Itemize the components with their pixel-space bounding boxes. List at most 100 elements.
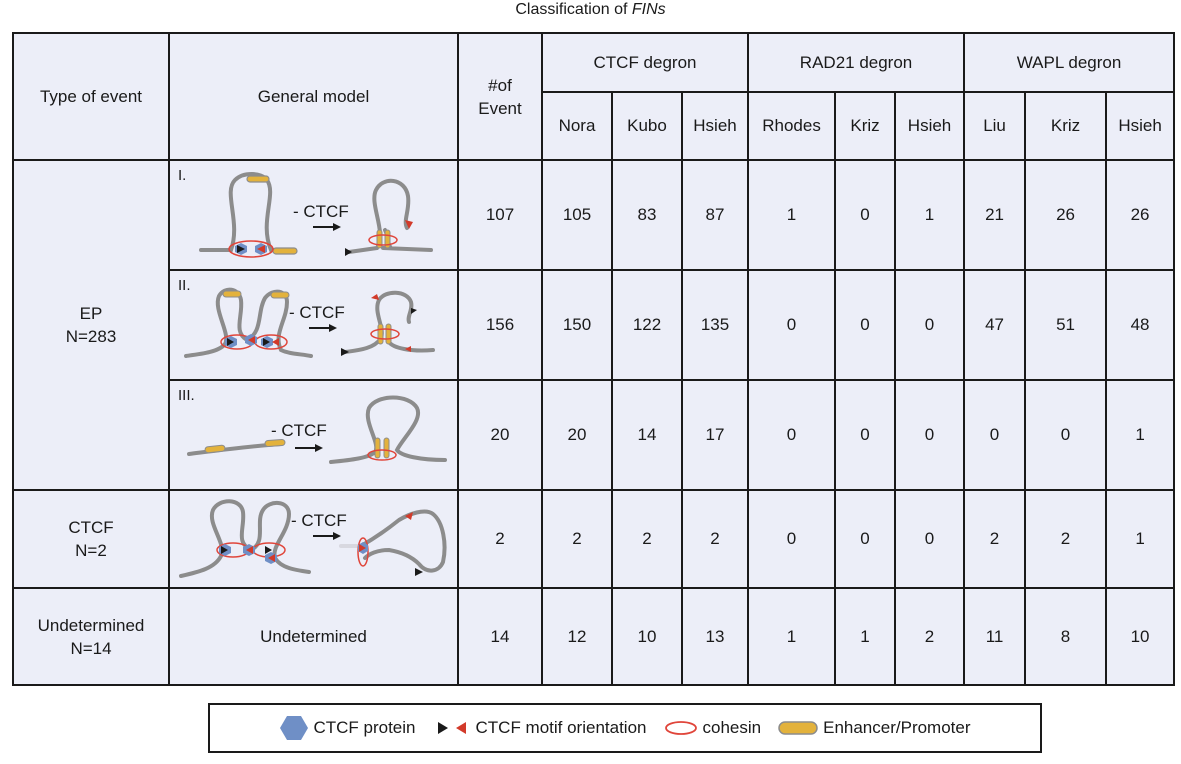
- value-cell: 0: [834, 269, 897, 381]
- event-type-ep: EP N=283: [12, 159, 170, 491]
- motif-orientation-icon: [437, 722, 466, 734]
- value-cell: 26: [1105, 159, 1176, 271]
- legend-motif: CTCF motif orientation: [432, 718, 647, 738]
- header-study-hsieh: Hsieh: [680, 91, 750, 161]
- value-cell: 8: [1024, 587, 1108, 686]
- value-cell: 2: [541, 489, 613, 589]
- value-cell: 0: [747, 379, 837, 491]
- value-cell: 105: [541, 159, 613, 271]
- event-type-undetermined: Undetermined N=14: [12, 587, 170, 686]
- value-cell: 20: [541, 379, 613, 491]
- value-cell: 13: [680, 587, 750, 686]
- minus-ctcf-label-ii: - CTCF: [289, 303, 345, 322]
- header-study-nora: Nora: [541, 91, 613, 161]
- value-cell: 51: [1024, 269, 1108, 381]
- value-cell: 0: [834, 379, 897, 491]
- model-ctcf-diagram: - CTCF: [179, 499, 447, 578]
- value-cell: 2: [611, 489, 683, 589]
- model-label-i: I.: [178, 167, 187, 184]
- header-num-event: #of Event: [457, 32, 543, 161]
- value-cell: 0: [834, 159, 897, 271]
- value-cell: 10: [1105, 587, 1176, 686]
- model-i-cell: I. - CTCF: [168, 159, 459, 271]
- value-cell: 0: [747, 269, 837, 381]
- value-cell: 135: [680, 269, 750, 381]
- value-cell: 0: [1024, 379, 1108, 491]
- minus-ctcf-label-ctcf: - CTCF: [291, 511, 347, 530]
- header-study-hsieh: Hsieh: [894, 91, 966, 161]
- header-type-of-event: Type of event: [12, 32, 170, 161]
- value-cell: 2: [680, 489, 750, 589]
- value-cell: 2: [963, 489, 1027, 589]
- minus-ctcf-label-iii: - CTCF: [271, 421, 327, 440]
- model-iii-diagram: - CTCF: [187, 395, 447, 464]
- legend: CTCF protein CTCF motif orientation cohe…: [208, 703, 1042, 753]
- table-row: CTCF N=2 - CTCF: [12, 489, 1176, 589]
- header-study-kriz: Kriz: [1024, 91, 1108, 161]
- legend-enhancer: Enhancer/Promoter: [777, 718, 971, 738]
- value-cell: 14: [611, 379, 683, 491]
- header-wapl-degron: WAPL degron: [963, 32, 1176, 93]
- value-cell: 83: [611, 159, 683, 271]
- header-study-liu: Liu: [963, 91, 1027, 161]
- value-cell: 0: [747, 489, 837, 589]
- value-cell: 2: [1024, 489, 1108, 589]
- value-cell: 26: [1024, 159, 1108, 271]
- model-ctcf-cell: - CTCF: [168, 489, 459, 589]
- value-cell: 12: [541, 587, 613, 686]
- minus-ctcf-label-i: - CTCF: [293, 202, 349, 221]
- model-label-ii: II.: [178, 277, 191, 294]
- value-cell: 0: [834, 489, 897, 589]
- value-cell: 0: [894, 269, 966, 381]
- value-cell: 0: [894, 489, 966, 589]
- value-cell: 48: [1105, 269, 1176, 381]
- model-undetermined: Undetermined: [168, 587, 459, 686]
- value-cell: 87: [680, 159, 750, 271]
- header-study-hsieh: Hsieh: [1105, 91, 1176, 161]
- header-rad21-degron: RAD21 degron: [747, 32, 966, 93]
- model-label-iii: III.: [178, 387, 195, 404]
- event-count: 14: [457, 587, 543, 686]
- value-cell: 10: [611, 587, 683, 686]
- model-iii-cell: III. - CTCF: [168, 379, 459, 491]
- value-cell: 150: [541, 269, 613, 381]
- event-type-ctcf: CTCF N=2: [12, 489, 170, 589]
- event-count: 156: [457, 269, 543, 381]
- header-study-kubo: Kubo: [611, 91, 683, 161]
- value-cell: 1: [834, 587, 897, 686]
- value-cell: 2: [894, 587, 966, 686]
- event-count: 20: [457, 379, 543, 491]
- value-cell: 11: [963, 587, 1027, 686]
- header-general-model: General model: [168, 32, 459, 161]
- table-row: EP N=283 I. - CTCF: [12, 159, 1176, 491]
- fins-classification-table: Type of event General model #of Event CTC…: [12, 32, 1176, 686]
- event-count: 2: [457, 489, 543, 589]
- value-cell: 1: [894, 159, 966, 271]
- table-row: Undetermined N=14 Undetermined 14 12 10 1…: [12, 587, 1176, 686]
- header-ctcf-degron: CTCF degron: [540, 32, 750, 93]
- table-row: III. - CTCF 20 20 14 17 0 0 0 0 0 1: [13, 379, 1176, 491]
- value-cell: 17: [680, 379, 750, 491]
- ctcf-protein-icon: [280, 716, 309, 740]
- value-cell: 1: [1105, 489, 1176, 589]
- value-cell: 1: [747, 587, 837, 686]
- value-cell: 122: [611, 269, 683, 381]
- legend-ctcf-protein: CTCF protein: [279, 714, 416, 742]
- figure-title: Classification of FINs: [515, 1, 666, 18]
- value-cell: 0: [894, 379, 966, 491]
- model-ii-cell: II. - CTCF: [168, 269, 459, 381]
- header-study-kriz: Kriz: [834, 91, 897, 161]
- event-count: 107: [457, 159, 543, 271]
- table-row: II. - CTCF: [13, 269, 1176, 381]
- model-ii-diagram: - CTCF: [184, 287, 435, 358]
- cohesin-icon: [664, 721, 697, 735]
- enhancer-promoter-icon: [778, 721, 818, 735]
- value-cell: 21: [963, 159, 1027, 271]
- value-cell: 47: [963, 269, 1027, 381]
- value-cell: 0: [963, 379, 1027, 491]
- model-i-diagram: - CTCF: [199, 172, 433, 258]
- legend-cohesin: cohesin: [663, 718, 761, 738]
- value-cell: 1: [1105, 379, 1176, 491]
- value-cell: 1: [747, 159, 837, 271]
- header-study-rhodes: Rhodes: [747, 91, 837, 161]
